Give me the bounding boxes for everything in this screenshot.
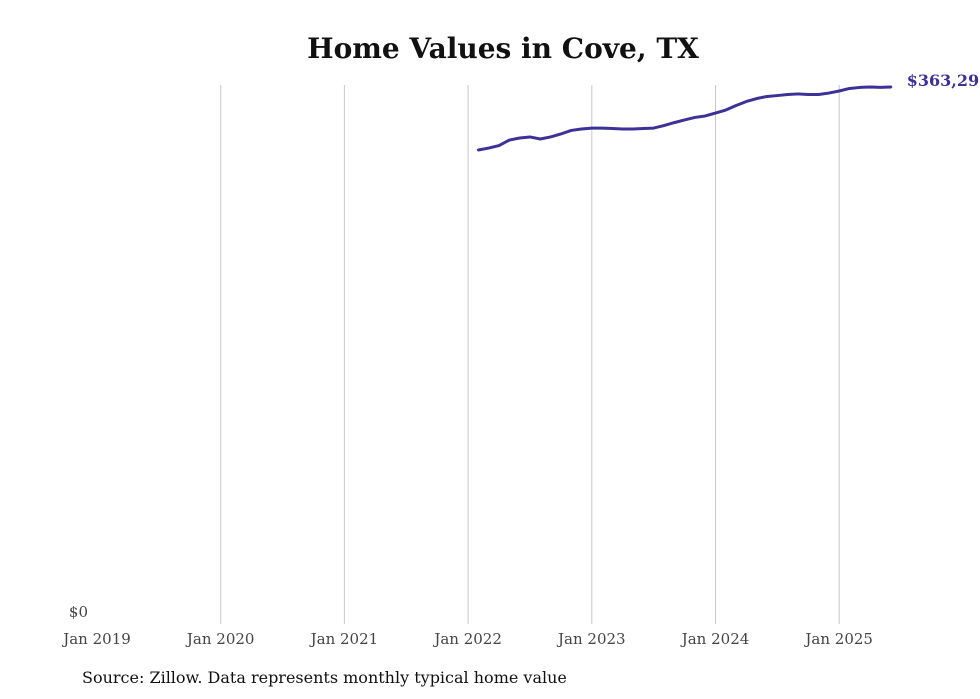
y-tick-label: $0 (69, 603, 88, 621)
x-tick-label: Jan 2022 (432, 630, 502, 648)
chart-title: Home Values in Cove, TX (307, 32, 699, 65)
x-tick-label: Jan 2025 (803, 630, 873, 648)
x-tick-label: Jan 2019 (61, 630, 131, 648)
x-tick-label: Jan 2024 (680, 630, 750, 648)
source-note: Source: Zillow. Data represents monthly … (82, 668, 567, 687)
x-tick-label: Jan 2023 (556, 630, 626, 648)
end-value-label: $363,293 (907, 71, 980, 90)
x-tick-label: Jan 2020 (185, 630, 255, 648)
series-line (476, 85, 893, 152)
x-tick-label: Jan 2021 (309, 630, 379, 648)
